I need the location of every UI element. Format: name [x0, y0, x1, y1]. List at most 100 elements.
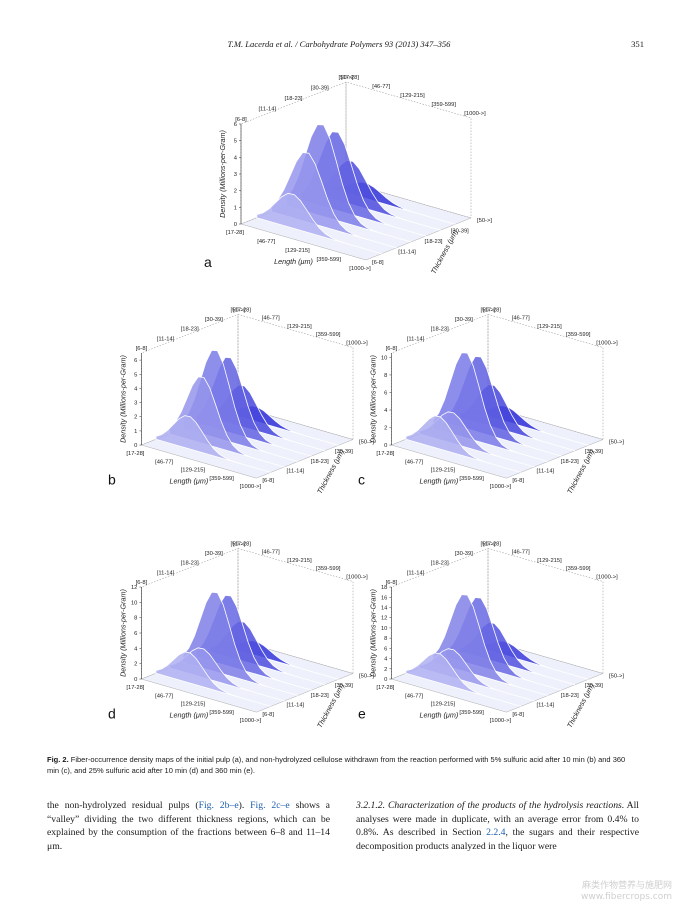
- x-tick-label: [129-215]: [431, 702, 456, 708]
- top-y-label: [50->]: [231, 307, 246, 313]
- top-x-label: [46-77]: [372, 84, 390, 90]
- y-tick-label: [6-8]: [372, 260, 384, 266]
- y-tick-label: [11-14]: [537, 469, 555, 475]
- y-tick-label: [11-14]: [287, 703, 305, 709]
- figure-link[interactable]: Fig. 2c–e: [250, 800, 290, 811]
- top-y-label: [18-23]: [181, 327, 199, 333]
- x-tick-label: [1000->]: [349, 266, 371, 272]
- body-text: ).: [238, 800, 251, 811]
- figure-panel-d: 0 2 4 6 8 10 12 [17-28] [46-77] [129-215] [359-599…: [100, 530, 374, 750]
- top-y-label: [11-14]: [258, 107, 276, 113]
- z-tick-label: 2: [134, 662, 137, 668]
- body-text: the non-hydrolyzed residual pulps (: [47, 800, 199, 811]
- surface-plot-d: 024681012[17-28][46-77][129-215][359-599…: [108, 541, 374, 729]
- y-tick-label: [50->]: [359, 674, 374, 680]
- y-axis-title: Thickness (μm): [565, 448, 596, 496]
- y-axis-title: Thickness (μm): [429, 228, 460, 276]
- top-x-label: [1000->]: [346, 575, 368, 581]
- z-tick-label: 0: [134, 443, 137, 449]
- x-axis-title: Length (μm): [170, 711, 209, 720]
- z-tick-label: 6: [234, 122, 237, 128]
- x-tick-label: [17-28]: [226, 230, 244, 236]
- section-link[interactable]: 2.2.4: [486, 827, 506, 839]
- panel-letter: b: [108, 472, 116, 488]
- x-tick-label: [46-77]: [405, 693, 423, 699]
- x-tick-label: [1000->]: [240, 484, 262, 490]
- top-y-label: [50->]: [339, 75, 354, 81]
- y-tick-label: [18-23]: [311, 459, 329, 465]
- panel-letter: c: [358, 472, 365, 488]
- plot-group: 0123456[17-28][46-77][129-215][359-599][…: [108, 307, 374, 495]
- top-y-label: [50->]: [481, 541, 496, 547]
- z-tick-label: 8: [384, 636, 387, 642]
- top-y-label: [6-8]: [235, 117, 247, 123]
- x-tick-label: [359-599]: [209, 476, 234, 482]
- top-x-label: [17-28]: [483, 307, 501, 313]
- top-y-label: [11-14]: [157, 336, 175, 342]
- top-x-label: [46-77]: [512, 550, 530, 556]
- y-tick-label: [11-14]: [287, 469, 305, 475]
- z-tick-label: 0: [384, 443, 387, 449]
- y-tick-label: [30-39]: [335, 683, 353, 689]
- z-tick-label: 2: [234, 189, 237, 195]
- x-tick-label: [46-77]: [155, 459, 173, 465]
- x-tick-label: [1000->]: [240, 718, 262, 724]
- top-y-label: [50->]: [481, 307, 496, 313]
- y-tick-label: [11-14]: [398, 250, 416, 256]
- z-tick-label: 12: [381, 616, 387, 622]
- y-tick-label: [18-23]: [561, 459, 579, 465]
- z-tick-label: 2: [134, 415, 137, 421]
- page-header: T.M. Lacerda et al. / Carbohydrate Polym…: [0, 37, 678, 53]
- z-tick-label: 18: [381, 585, 387, 591]
- top-x-label: [129-215]: [287, 558, 312, 564]
- x-axis-title: Length (μm): [274, 257, 313, 266]
- y-tick-label: [50->]: [477, 218, 492, 224]
- top-x-label: [359-599]: [566, 566, 591, 572]
- top-x-label: [129-215]: [287, 324, 312, 330]
- y-tick-label: [6-8]: [512, 712, 524, 718]
- top-y-label: [18-23]: [431, 327, 449, 333]
- top-y-label: [18-23]: [284, 96, 302, 102]
- panel-letter: e: [358, 706, 366, 722]
- top-y-label: [30-39]: [311, 86, 329, 92]
- z-tick-label: 0: [134, 677, 137, 683]
- x-tick-label: [46-77]: [257, 239, 275, 245]
- plot-group: 0246810[17-28][46-77][129-215][359-599][…: [358, 307, 624, 495]
- top-x-label: [129-215]: [537, 558, 562, 564]
- top-x-label: [129-215]: [537, 324, 562, 330]
- top-x-label: [359-599]: [316, 566, 341, 572]
- x-tick-label: [1000->]: [490, 718, 512, 724]
- surface-plot-b: 0123456[17-28][46-77][129-215][359-599][…: [108, 307, 374, 495]
- z-tick-label: 3: [134, 401, 137, 407]
- top-x-label: [17-28]: [233, 541, 251, 547]
- x-tick-label: [17-28]: [376, 685, 394, 691]
- y-tick-label: [50->]: [609, 440, 624, 446]
- x-tick-label: [359-599]: [459, 710, 484, 716]
- x-tick-label: [129-215]: [181, 702, 206, 708]
- z-tick-label: 4: [384, 408, 388, 414]
- plot-group: 024681012[17-28][46-77][129-215][359-599…: [108, 541, 374, 729]
- caption-text: Fiber-occurrence density maps of the ini…: [47, 755, 626, 775]
- z-tick-label: 2: [384, 426, 387, 432]
- top-x-label: [1000->]: [464, 111, 486, 117]
- caption-label: Fig. 2.: [47, 755, 69, 764]
- y-tick-label: [18-23]: [425, 239, 443, 245]
- top-x-label: [46-77]: [512, 316, 530, 322]
- top-x-label: [359-599]: [316, 332, 341, 338]
- z-tick-label: 10: [381, 626, 387, 632]
- z-tick-label: 2: [384, 667, 387, 673]
- top-y-label: [30-39]: [205, 317, 223, 323]
- top-x-label: [17-28]: [341, 75, 359, 81]
- z-tick-label: 5: [234, 139, 237, 145]
- body-text-right: 3.2.1.2. Characterization of the product…: [356, 799, 639, 853]
- surface-slice: [169, 376, 285, 468]
- z-tick-label: 10: [381, 355, 387, 361]
- top-y-label: [30-39]: [455, 317, 473, 323]
- figure-panel-b: 0 1 2 3 4 5 6 [17-28] [46-77] [129-215] [359-599][…: [100, 296, 374, 516]
- z-tick-label: 8: [134, 616, 137, 622]
- top-x-label: [46-77]: [262, 550, 280, 556]
- top-y-label: [6-8]: [136, 346, 148, 352]
- watermark: 麻类作物营养与施肥网 www.fibercrops.com: [532, 881, 672, 903]
- z-tick-label: 5: [134, 372, 137, 378]
- figure-link[interactable]: Fig. 2b–e: [198, 800, 239, 811]
